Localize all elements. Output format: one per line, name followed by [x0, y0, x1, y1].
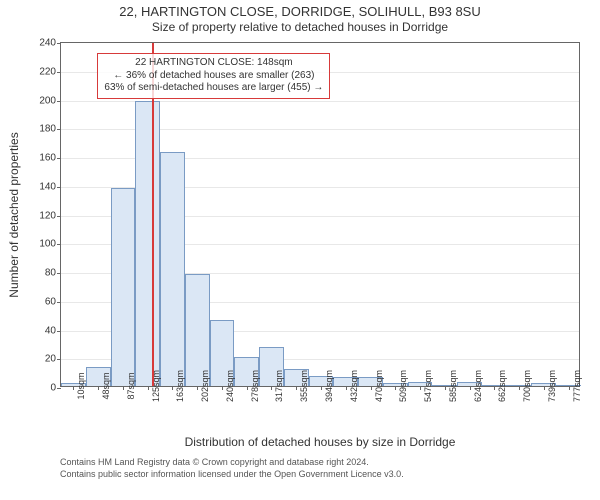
x-tick-label: 125sqm	[148, 370, 161, 402]
y-tick-label: 120	[39, 210, 61, 221]
y-tick-label: 80	[45, 268, 61, 279]
x-tick-label: 739sqm	[544, 370, 557, 402]
x-tick-label: 547sqm	[420, 370, 433, 402]
x-tick-label: 202sqm	[197, 370, 210, 402]
x-tick-label: 355sqm	[296, 370, 309, 402]
x-tick-label: 163sqm	[172, 370, 185, 402]
credits-line-1: Contains HM Land Registry data © Crown c…	[60, 457, 404, 469]
annotation-line: 63% of semi-detached houses are larger (…	[104, 82, 323, 95]
x-tick-label: 48sqm	[98, 372, 111, 399]
annotation-line: ← 36% of detached houses are smaller (26…	[104, 70, 323, 83]
y-tick-label: 100	[39, 239, 61, 250]
x-tick-label: 394sqm	[321, 370, 334, 402]
y-tick-label: 180	[39, 124, 61, 135]
histogram-bar	[135, 101, 160, 386]
x-tick-label: 317sqm	[271, 370, 284, 402]
x-tick-label: 700sqm	[519, 370, 532, 402]
x-tick-label: 87sqm	[123, 372, 136, 399]
y-tick-label: 140	[39, 181, 61, 192]
x-tick-label: 509sqm	[395, 370, 408, 402]
y-tick-label: 240	[39, 38, 61, 49]
histogram-bar	[111, 188, 136, 386]
y-tick-label: 160	[39, 153, 61, 164]
x-tick-label: 662sqm	[494, 370, 507, 402]
annotation-line: 22 HARTINGTON CLOSE: 148sqm	[104, 57, 323, 70]
y-tick-label: 220	[39, 66, 61, 77]
chart-subtitle: Size of property relative to detached ho…	[0, 20, 600, 34]
x-tick-label: 777sqm	[569, 370, 582, 402]
y-tick-label: 40	[45, 325, 61, 336]
credits-text: Contains HM Land Registry data © Crown c…	[60, 457, 404, 480]
x-tick-label: 10sqm	[73, 372, 86, 399]
x-tick-label: 585sqm	[445, 370, 458, 402]
y-tick-label: 0	[50, 383, 61, 394]
annotation-box: 22 HARTINGTON CLOSE: 148sqm← 36% of deta…	[97, 53, 330, 99]
y-tick-label: 20	[45, 354, 61, 365]
x-tick-label: 278sqm	[247, 370, 260, 402]
x-tick-label: 470sqm	[371, 370, 384, 402]
x-tick-label: 240sqm	[222, 370, 235, 402]
chart-title: 22, HARTINGTON CLOSE, DORRIDGE, SOLIHULL…	[0, 4, 600, 19]
y-axis-label: Number of detached properties	[7, 132, 21, 297]
y-tick-label: 60	[45, 296, 61, 307]
y-tick-label: 200	[39, 95, 61, 106]
credits-line-2: Contains public sector information licen…	[60, 469, 404, 481]
x-axis-label: Distribution of detached houses by size …	[185, 435, 456, 449]
histogram-bar	[160, 152, 185, 386]
x-tick-label: 624sqm	[470, 370, 483, 402]
x-tick-label: 432sqm	[346, 370, 359, 402]
plot-area: 02040608010012014016018020022024010sqm48…	[60, 42, 580, 387]
